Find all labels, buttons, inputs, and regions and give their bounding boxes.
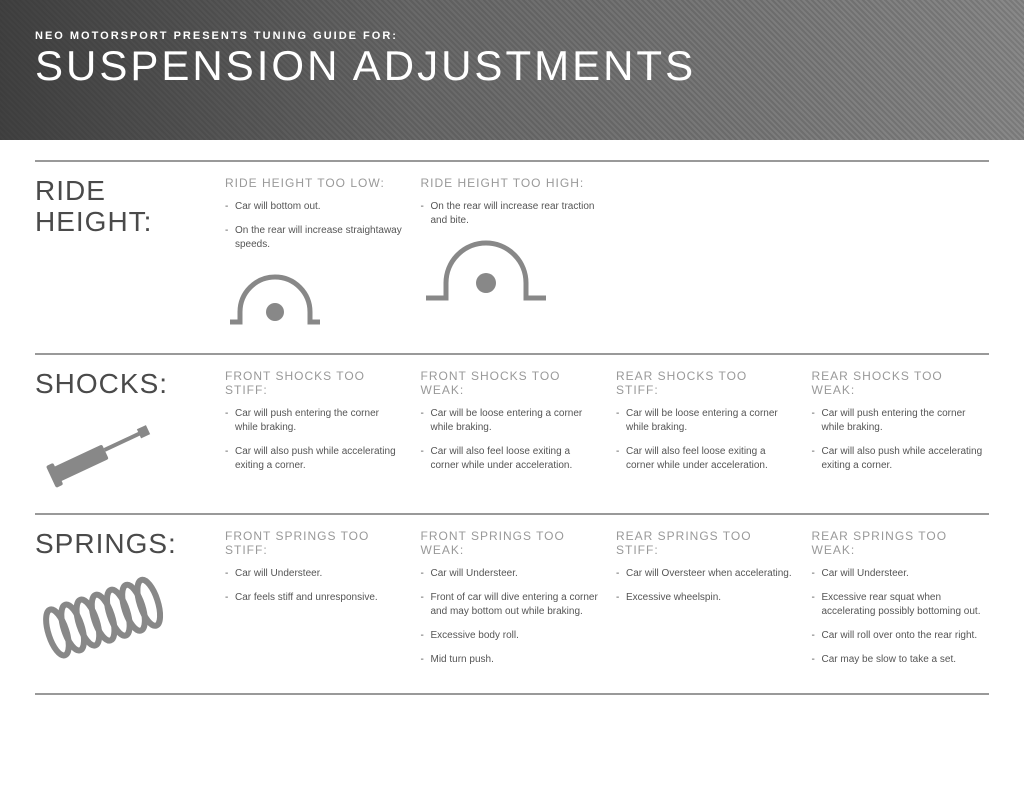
list-item: Car may be slow to take a set.	[812, 653, 990, 667]
col-front-shocks-stiff: FRONT SHOCKS TOO STIFF: Car will push en…	[225, 369, 403, 497]
list-item: Excessive wheelspin.	[616, 591, 794, 605]
header-subtitle: NEO MOTORSPORT PRESENTS TUNING GUIDE FOR…	[35, 30, 1024, 42]
col-front-springs-stiff: FRONT SPRINGS TOO STIFF: Car will Unders…	[225, 529, 403, 677]
col-title: REAR SHOCKS TOO STIFF:	[616, 369, 794, 397]
section-title-shocks: SHOCKS:	[35, 369, 225, 400]
list-item: Car will Oversteer when accelerating.	[616, 567, 794, 581]
content-area: RIDE HEIGHT: RIDE HEIGHT TOO LOW: Car wi…	[0, 140, 1024, 695]
wheel-high-icon	[421, 238, 599, 313]
col-ride-high: RIDE HEIGHT TOO HIGH: On the rear will i…	[421, 176, 599, 337]
list-item: Car will be loose entering a corner whil…	[616, 407, 794, 435]
col-front-shocks-weak: FRONT SHOCKS TOO WEAK: Car will be loose…	[421, 369, 599, 497]
col-title: FRONT SHOCKS TOO STIFF:	[225, 369, 403, 397]
list-item: Car will roll over onto the rear right.	[812, 629, 990, 643]
section-title-ride-height: RIDE HEIGHT:	[35, 176, 225, 238]
list-item: Car will Understeer.	[421, 567, 599, 581]
list-item: Car will push entering the corner while …	[225, 407, 403, 435]
col-title: REAR SPRINGS TOO WEAK:	[812, 529, 990, 557]
list-item: Front of car will dive entering a corner…	[421, 591, 599, 619]
list-item: Car will be loose entering a corner whil…	[421, 407, 599, 435]
list-item: Car will bottom out.	[225, 200, 403, 214]
list-item: Car will Understeer.	[812, 567, 990, 581]
list-item: Car will also push while accelerating ex…	[812, 445, 990, 473]
col-title: RIDE HEIGHT TOO HIGH:	[421, 176, 599, 190]
col-rear-shocks-weak: REAR SHOCKS TOO WEAK: Car will push ente…	[812, 369, 990, 497]
list-item: Car will also push while accelerating ex…	[225, 445, 403, 473]
list-item: Car feels stiff and unresponsive.	[225, 591, 403, 605]
col-rear-shocks-stiff: REAR SHOCKS TOO STIFF: Car will be loose…	[616, 369, 794, 497]
col-title: RIDE HEIGHT TOO LOW:	[225, 176, 403, 190]
col-title: FRONT SHOCKS TOO WEAK:	[421, 369, 599, 397]
wheel-low-icon	[225, 262, 403, 337]
section-shocks: SHOCKS: FRONT SHOCKS TOO STIFF: Car will…	[35, 353, 989, 513]
col-title: FRONT SPRINGS TOO STIFF:	[225, 529, 403, 557]
col-rear-springs-stiff: REAR SPRINGS TOO STIFF: Car will Overste…	[616, 529, 794, 677]
list-item: Car will also feel loose exiting a corne…	[616, 445, 794, 473]
section-ride-height: RIDE HEIGHT: RIDE HEIGHT TOO LOW: Car wi…	[35, 160, 989, 353]
col-front-springs-weak: FRONT SPRINGS TOO WEAK: Car will Underst…	[421, 529, 599, 677]
list-item: Car will Understeer.	[225, 567, 403, 581]
list-item: Car will push entering the corner while …	[812, 407, 990, 435]
col-rear-springs-weak: REAR SPRINGS TOO WEAK: Car will Underste…	[812, 529, 990, 677]
list-item: Car will also feel loose exiting a corne…	[421, 445, 599, 473]
list-item: Excessive rear squat when accelerating p…	[812, 591, 990, 619]
list-item: On the rear will increase rear traction …	[421, 200, 599, 228]
list-item: Excessive body roll.	[421, 629, 599, 643]
spring-icon	[35, 572, 225, 667]
col-title: REAR SHOCKS TOO WEAK:	[812, 369, 990, 397]
header-banner: NEO MOTORSPORT PRESENTS TUNING GUIDE FOR…	[0, 0, 1024, 140]
header-title: SUSPENSION ADJUSTMENTS	[35, 42, 1024, 90]
section-springs: SPRINGS: FRONT SPRINGS TOO STI	[35, 513, 989, 695]
col-ride-low: RIDE HEIGHT TOO LOW: Car will bottom out…	[225, 176, 403, 337]
col-title: FRONT SPRINGS TOO WEAK:	[421, 529, 599, 557]
col-title: REAR SPRINGS TOO STIFF:	[616, 529, 794, 557]
section-title-springs: SPRINGS:	[35, 529, 225, 560]
list-item: Mid turn push.	[421, 653, 599, 667]
list-item: On the rear will increase straightaway s…	[225, 224, 403, 252]
shock-icon	[35, 412, 225, 497]
